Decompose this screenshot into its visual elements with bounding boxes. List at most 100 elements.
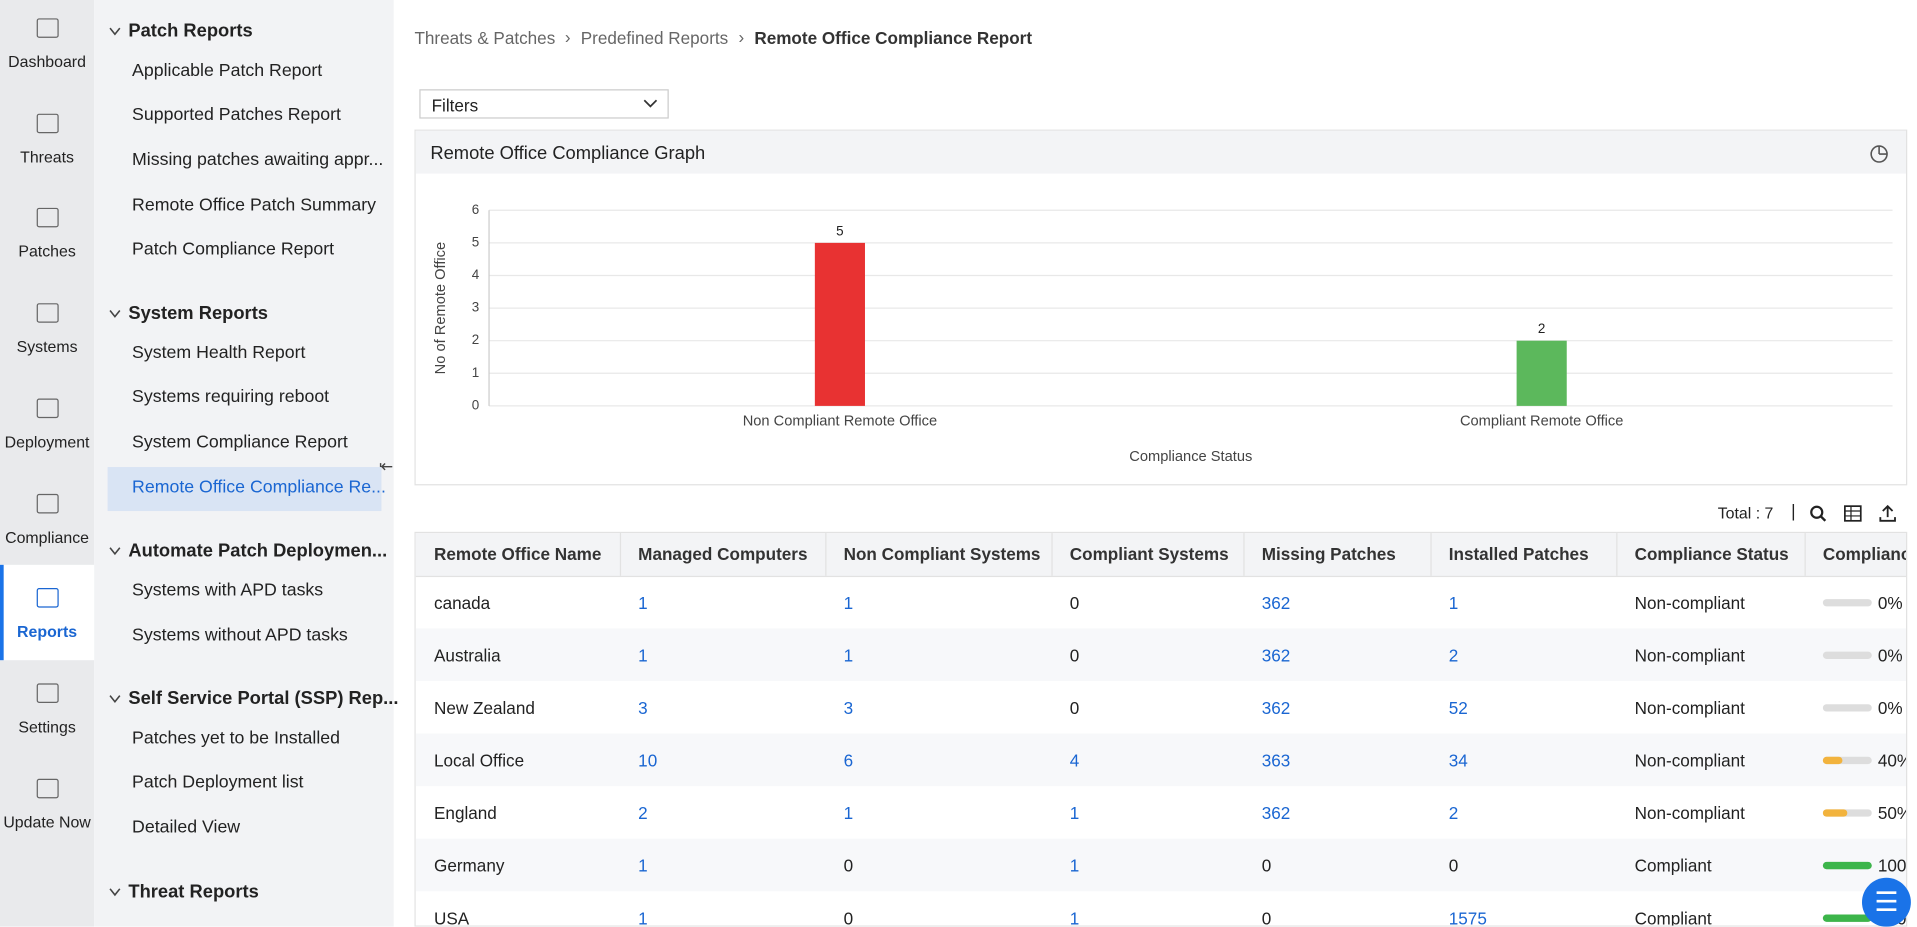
table-tools[interactable] — [1808, 504, 1906, 524]
cell-link[interactable]: 1 — [638, 592, 648, 613]
chevron — [109, 888, 121, 896]
column-header[interactable]: Managed Computers — [638, 544, 808, 564]
sidebar-item[interactable]: Applicable Patch Report — [132, 60, 323, 81]
cell: 0% — [1877, 698, 1903, 718]
nav-label[interactable]: Settings — [18, 717, 76, 736]
cell-link[interactable]: 1 — [638, 855, 648, 876]
cell-link[interactable]: 362 — [1261, 645, 1291, 666]
nav-icon — [36, 18, 59, 38]
cell-link[interactable]: 1 — [843, 803, 854, 823]
cell-link[interactable]: 52 — [1448, 698, 1468, 718]
cell: 0 — [1069, 592, 1080, 613]
sidebar-item[interactable]: Systems without APD tasks — [132, 625, 348, 645]
progress-track — [1822, 651, 1872, 659]
section-title[interactable]: Automate Patch Deploymen... — [128, 540, 388, 562]
cell-link[interactable]: 1575 — [1448, 908, 1487, 927]
sidebar-item[interactable]: Remote Office Patch Summary — [132, 195, 377, 215]
sidebar-item[interactable]: System Health Report — [132, 342, 306, 363]
section-title[interactable]: Threat Reports — [128, 881, 259, 903]
cell: 0% — [1877, 645, 1903, 666]
cell-link[interactable]: 4 — [1069, 750, 1080, 771]
nav-label[interactable]: Update Now — [3, 812, 91, 831]
column-header[interactable]: Compliance Status — [1634, 544, 1789, 564]
icon-rail — [0, 0, 95, 927]
chart-title: Remote Office Compliance Graph — [430, 143, 706, 164]
chevron — [109, 27, 121, 36]
column-header[interactable]: Compliant Systems — [1069, 544, 1229, 564]
chart-type-icon[interactable] — [1868, 142, 1890, 164]
breadcrumb-item: Remote Office Compliance Report — [754, 28, 1033, 48]
nav-label[interactable]: Deployment — [4, 432, 90, 451]
section-title[interactable]: System Reports — [128, 303, 269, 324]
column-header[interactable]: Compliance — [1822, 544, 1906, 564]
cell-link[interactable]: 363 — [1261, 750, 1291, 771]
sidebar-item[interactable]: Systems requiring reboot — [132, 387, 330, 408]
chart-panel: Remote Office Compliance Graph — [414, 129, 1908, 486]
nav-label[interactable]: Patches — [18, 242, 76, 261]
sidebar-item[interactable]: Missing patches awaiting appr... — [132, 150, 384, 170]
sidebar-item[interactable]: Remote Office Compliance Re... — [132, 477, 386, 498]
y-tick-label: 4 — [472, 267, 480, 282]
breadcrumb-separator: › — [564, 26, 571, 47]
cell-link[interactable]: 10 — [638, 750, 658, 771]
cell-link[interactable]: 1 — [843, 645, 854, 666]
table: Remote Office Name Managed Computers Non C… — [414, 531, 1908, 927]
nav-label[interactable]: Reports — [17, 622, 78, 641]
sidebar-item[interactable]: Detailed View — [132, 818, 241, 838]
cell-link[interactable]: 2 — [1448, 645, 1459, 666]
cell-link[interactable]: 1 — [843, 592, 854, 613]
x-axis-label: Compliance Status — [1129, 449, 1252, 465]
column-header[interactable]: Installed Patches — [1448, 544, 1589, 564]
nav-active — [0, 565, 95, 661]
help-fab[interactable]: ☰ — [1861, 877, 1911, 927]
cell-link[interactable]: 362 — [1261, 803, 1291, 823]
sidebar-item[interactable]: Patch Deployment list — [132, 773, 304, 793]
sidebar-item[interactable]: Systems with APD tasks — [132, 580, 324, 601]
cell: 40% — [1877, 750, 1906, 771]
sidebar-item[interactable]: System Compliance Report — [132, 432, 348, 453]
cell: 0 — [1069, 698, 1080, 718]
sidebar-item[interactable]: Patches yet to be Installed — [132, 728, 340, 748]
bar — [1516, 340, 1567, 406]
cell-link[interactable]: 34 — [1448, 750, 1468, 771]
column-header[interactable]: Remote Office Name — [434, 544, 602, 564]
breadcrumb-item[interactable]: Predefined Reports — [580, 28, 729, 48]
cell: Non-compliant — [1634, 698, 1745, 718]
cell-link[interactable]: 362 — [1261, 698, 1291, 718]
cell-link[interactable]: 1 — [638, 645, 648, 666]
separator: | — [1791, 501, 1796, 521]
column-divider — [825, 533, 827, 576]
nav-icon — [36, 778, 59, 798]
chevron — [643, 99, 658, 108]
chevron — [109, 695, 121, 704]
cell-link[interactable]: 1 — [638, 908, 648, 927]
cell-link[interactable]: 3 — [843, 698, 854, 718]
cell-link[interactable]: 362 — [1261, 592, 1291, 613]
y-tick-label: 6 — [472, 202, 479, 217]
breadcrumb-item[interactable]: Threats & Patches — [414, 28, 556, 48]
sidebar-item[interactable]: Supported Patches Report — [132, 105, 341, 125]
cell-link[interactable]: 2 — [638, 803, 648, 823]
nav-label[interactable]: Systems — [16, 337, 78, 356]
y-tick-label: 2 — [472, 332, 479, 347]
breadcrumb-separator: › — [738, 26, 745, 47]
nav-label[interactable]: Dashboard — [8, 52, 86, 71]
cell-link[interactable]: 3 — [638, 698, 648, 718]
filter-dropdown[interactable]: Filters — [419, 89, 669, 119]
cell-link[interactable]: 1 — [1069, 908, 1080, 927]
section-title[interactable]: Patch Reports — [128, 20, 253, 42]
column-divider — [1804, 533, 1806, 576]
cell-link[interactable]: 6 — [843, 750, 854, 771]
nav-label[interactable]: Compliance — [5, 527, 90, 546]
sidebar-item[interactable]: Patch Compliance Report — [132, 239, 335, 260]
column-header[interactable]: Non Compliant Systems — [843, 544, 1041, 564]
nav-icon — [36, 208, 59, 228]
cell-link[interactable]: 1 — [1448, 592, 1459, 613]
cell-link[interactable]: 1 — [1069, 803, 1080, 823]
collapse-button[interactable]: ⇤ — [378, 456, 394, 476]
nav-label[interactable]: Threats — [20, 147, 75, 166]
cell-link[interactable]: 1 — [1069, 855, 1080, 876]
section-title[interactable]: Self Service Portal (SSP) Rep... — [128, 688, 399, 710]
column-header[interactable]: Missing Patches — [1261, 544, 1396, 564]
cell-link[interactable]: 2 — [1448, 803, 1459, 823]
